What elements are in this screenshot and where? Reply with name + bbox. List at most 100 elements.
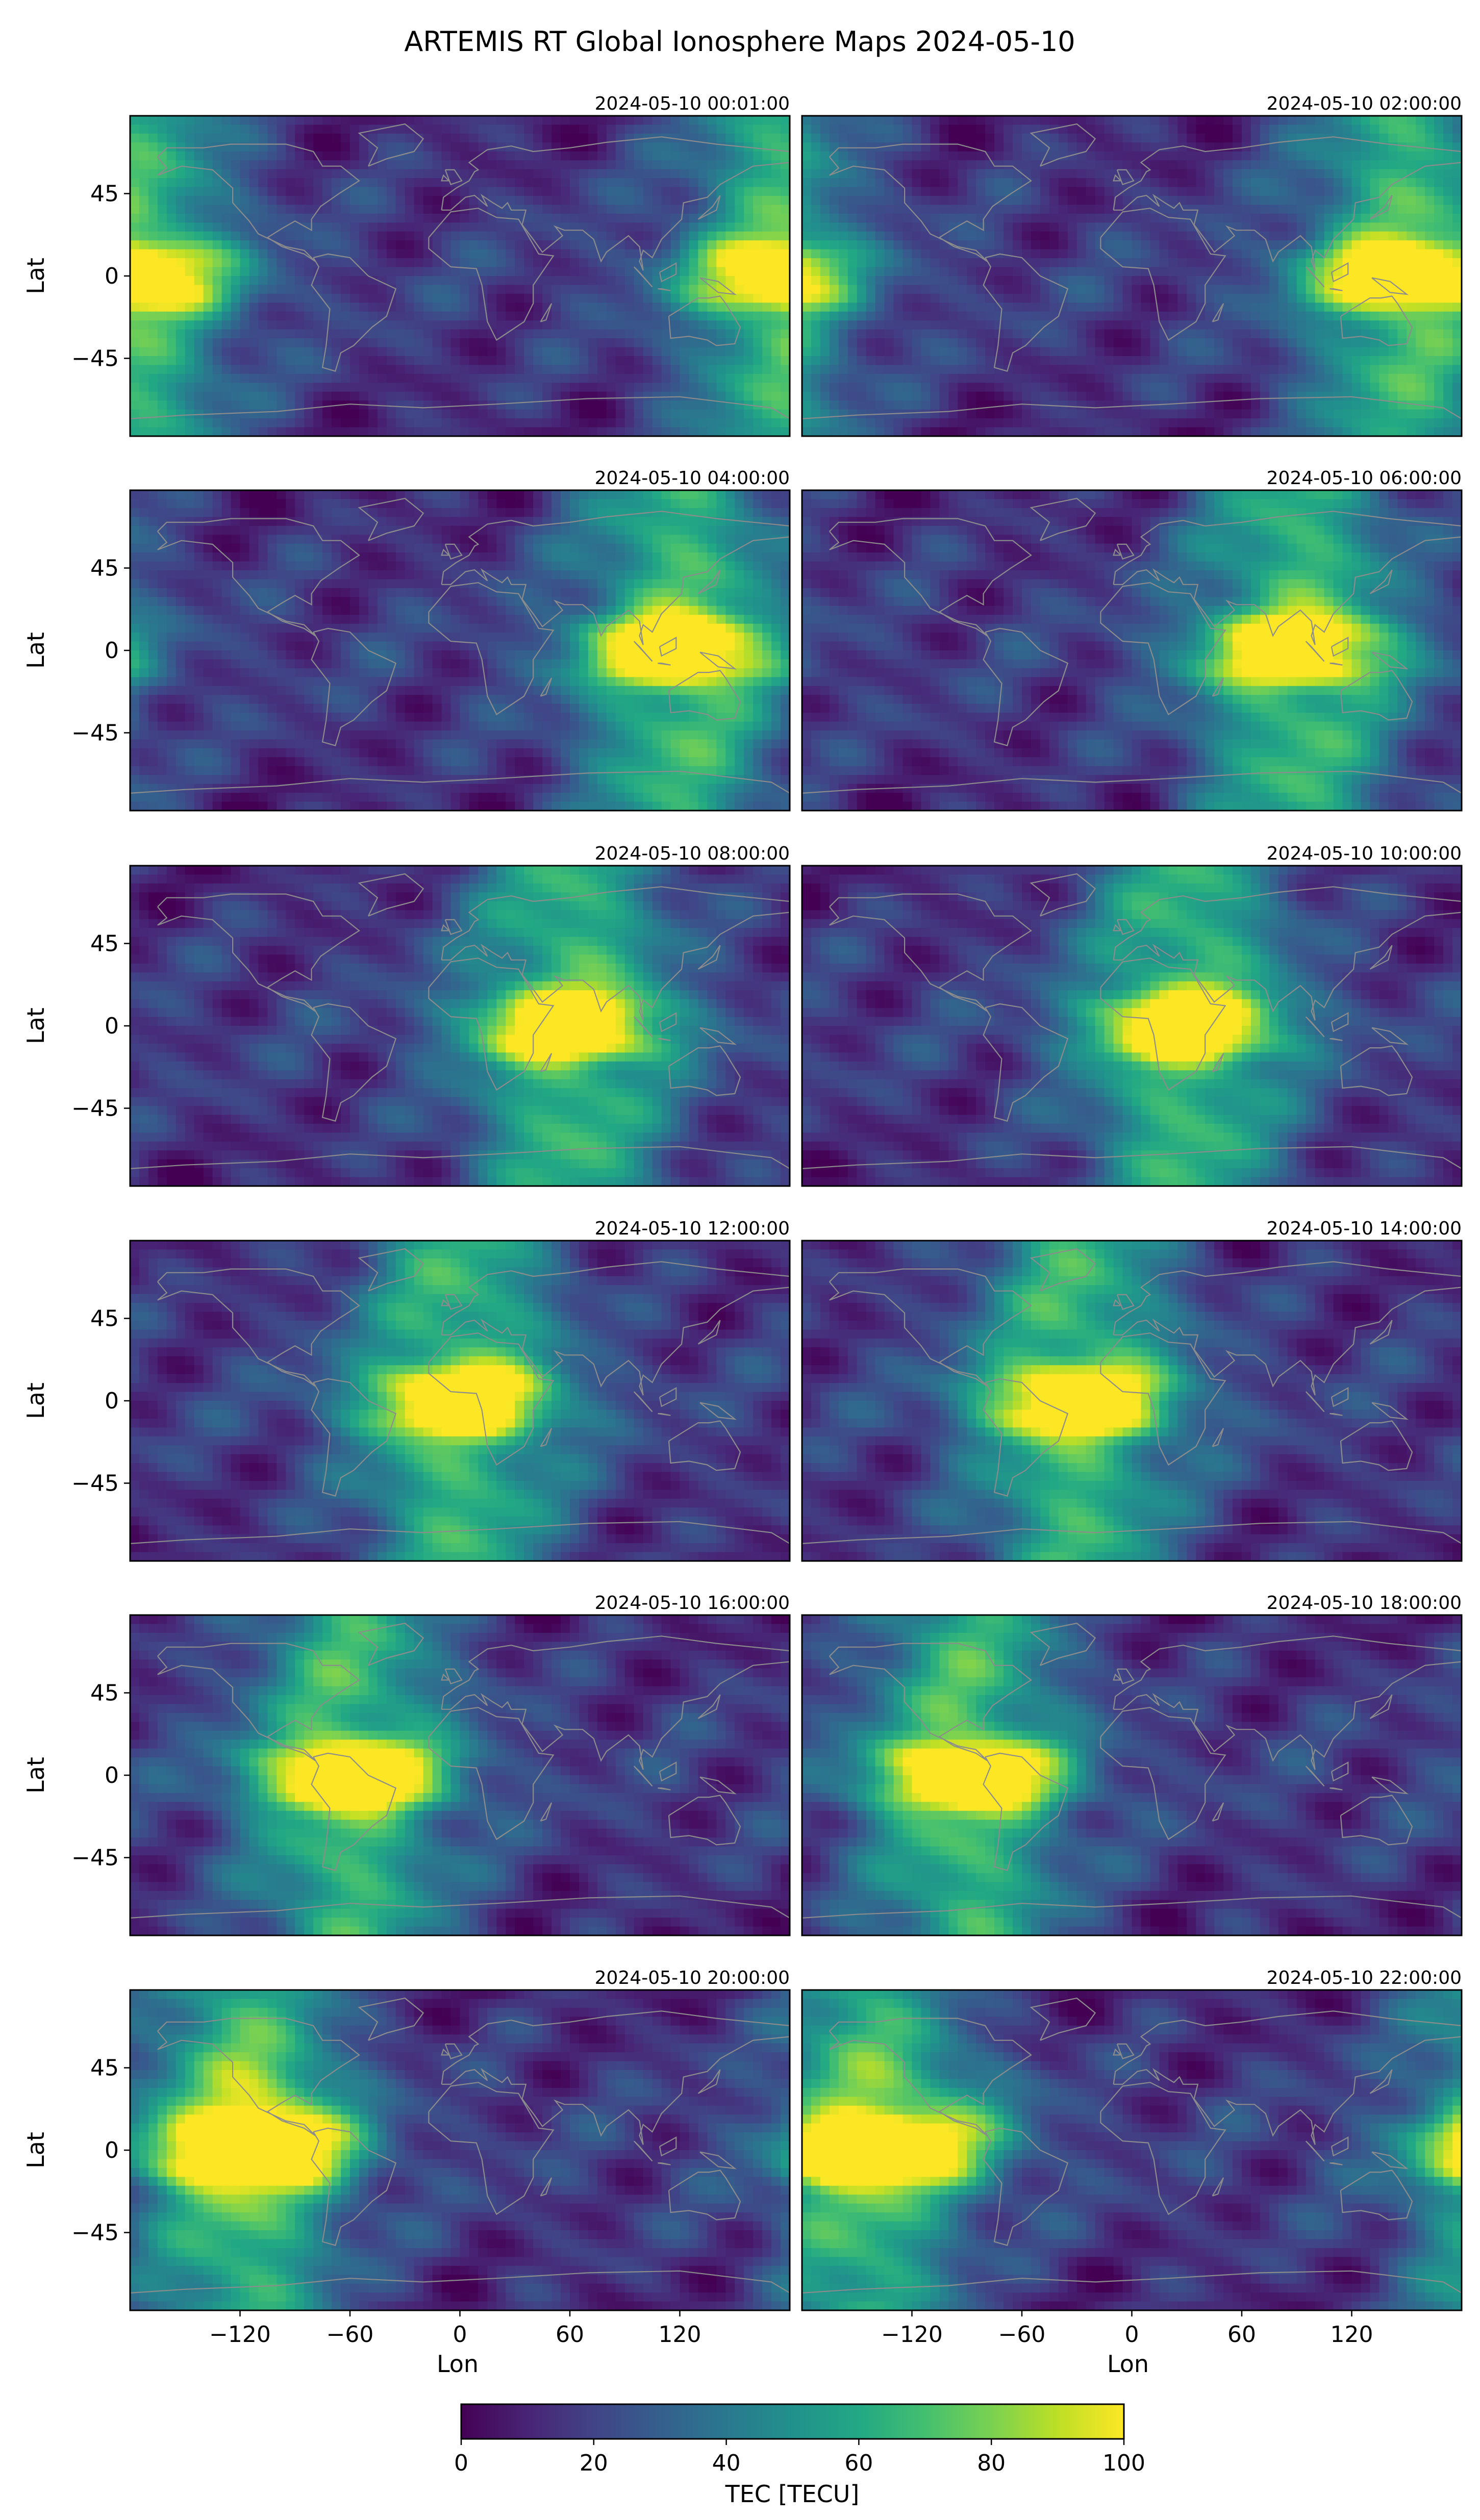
- tec-cell: [542, 160, 552, 169]
- tec-cell: [496, 187, 506, 196]
- tec-cell: [735, 178, 744, 187]
- tec-cell: [533, 124, 543, 134]
- tec-cell: [405, 169, 415, 179]
- tec-cell: [405, 222, 415, 232]
- tec-cell: [762, 187, 772, 196]
- tec-cell: [506, 187, 515, 196]
- tec-cell: [442, 142, 451, 152]
- tec-cell: [204, 187, 213, 196]
- tec-cell: [185, 169, 195, 179]
- tec-cell: [167, 258, 177, 267]
- tec-cell: [781, 160, 790, 169]
- tec-cell: [771, 205, 781, 214]
- tec-cell: [158, 205, 167, 214]
- tec-cell: [551, 178, 561, 187]
- tec-cell: [524, 152, 534, 161]
- tec-cell: [222, 240, 232, 249]
- tec-cell: [368, 196, 378, 205]
- tec-cell: [671, 249, 681, 259]
- tec-cell: [460, 142, 470, 152]
- tec-cell: [249, 187, 259, 196]
- tec-cell: [185, 249, 195, 259]
- tec-cell: [478, 134, 488, 143]
- tec-cell: [313, 134, 323, 143]
- tec-cell: [487, 232, 497, 241]
- tec-cell: [707, 249, 717, 259]
- tec-cell: [744, 134, 754, 143]
- tec-cell: [451, 116, 461, 125]
- tec-cell: [634, 196, 644, 205]
- tec-cell: [561, 187, 570, 196]
- tec-cell: [359, 205, 369, 214]
- tec-cell: [286, 258, 295, 267]
- tec-cell: [167, 178, 177, 187]
- tec-cell: [176, 178, 186, 187]
- tec-cell: [542, 222, 552, 232]
- tec-cell: [524, 178, 534, 187]
- tec-cell: [680, 160, 690, 169]
- tec-cell: [533, 160, 543, 169]
- tec-cell: [176, 214, 186, 223]
- tec-cell: [551, 187, 561, 196]
- tec-cell: [689, 232, 698, 241]
- tec-cell: [570, 134, 580, 143]
- tec-cell: [579, 249, 589, 259]
- tec-cell: [744, 124, 754, 134]
- tec-cell: [423, 258, 433, 267]
- tec-cell: [496, 240, 506, 249]
- tec-cell: [167, 222, 177, 232]
- tec-cell: [176, 258, 186, 267]
- tec-cell: [258, 134, 268, 143]
- tec-cell: [277, 160, 286, 169]
- tec-cell: [185, 232, 195, 241]
- tec-cell: [515, 249, 524, 259]
- tec-cell: [322, 152, 332, 161]
- tec-cell: [148, 205, 158, 214]
- tec-cell: [653, 124, 662, 134]
- tec-cell: [158, 240, 167, 249]
- tec-cell: [277, 196, 286, 205]
- tec-cell: [634, 187, 644, 196]
- tec-cell: [616, 196, 625, 205]
- tec-cell: [167, 249, 177, 259]
- tec-cell: [148, 222, 158, 232]
- tec-cell: [286, 116, 295, 125]
- tec-cell: [387, 160, 396, 169]
- tec-cell: [433, 142, 442, 152]
- tec-cell: [515, 134, 524, 143]
- tec-cell: [542, 124, 552, 134]
- tec-cell: [735, 196, 744, 205]
- tec-cell: [332, 116, 341, 125]
- tec-cell: [313, 222, 323, 232]
- tec-cell: [405, 196, 415, 205]
- tec-cell: [524, 196, 534, 205]
- tec-cell: [588, 222, 598, 232]
- tec-cell: [176, 232, 186, 241]
- tec-cell: [396, 134, 406, 143]
- tec-cell: [653, 232, 662, 241]
- tec-cell: [185, 116, 195, 125]
- tec-cell: [744, 222, 754, 232]
- tec-cell: [588, 160, 598, 169]
- tec-cell: [570, 124, 580, 134]
- tec-cell: [506, 222, 515, 232]
- tec-cell: [194, 258, 204, 267]
- tec-cell: [643, 222, 653, 232]
- tec-cell: [350, 249, 360, 259]
- tec-cell: [643, 169, 653, 179]
- tec-cell: [496, 258, 506, 267]
- tec-cell: [662, 152, 671, 161]
- tec-cell: [781, 187, 790, 196]
- tec-cell: [396, 142, 406, 152]
- tec-cell: [487, 160, 497, 169]
- tec-cell: [176, 187, 186, 196]
- tec-cell: [231, 116, 241, 125]
- tec-cell: [698, 142, 708, 152]
- tec-cell: [313, 196, 323, 205]
- tec-cell: [313, 178, 323, 187]
- tec-cell: [460, 214, 470, 223]
- tec-cell: [515, 178, 524, 187]
- tec-cell: [222, 187, 232, 196]
- tec-cell: [579, 116, 589, 125]
